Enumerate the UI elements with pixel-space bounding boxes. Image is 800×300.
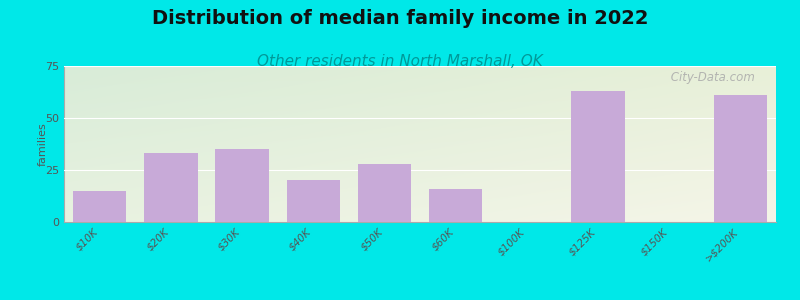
- Bar: [571, 91, 625, 222]
- Bar: [73, 191, 126, 222]
- Bar: [358, 164, 411, 222]
- Bar: [215, 149, 269, 222]
- Bar: [144, 153, 198, 222]
- Text: Distribution of median family income in 2022: Distribution of median family income in …: [152, 9, 648, 28]
- Bar: [286, 180, 340, 222]
- Text: Other residents in North Marshall, OK: Other residents in North Marshall, OK: [257, 54, 543, 69]
- Bar: [714, 95, 767, 222]
- Y-axis label: families: families: [38, 122, 47, 166]
- Bar: [429, 189, 482, 222]
- Text: City-Data.com: City-Data.com: [666, 71, 754, 84]
